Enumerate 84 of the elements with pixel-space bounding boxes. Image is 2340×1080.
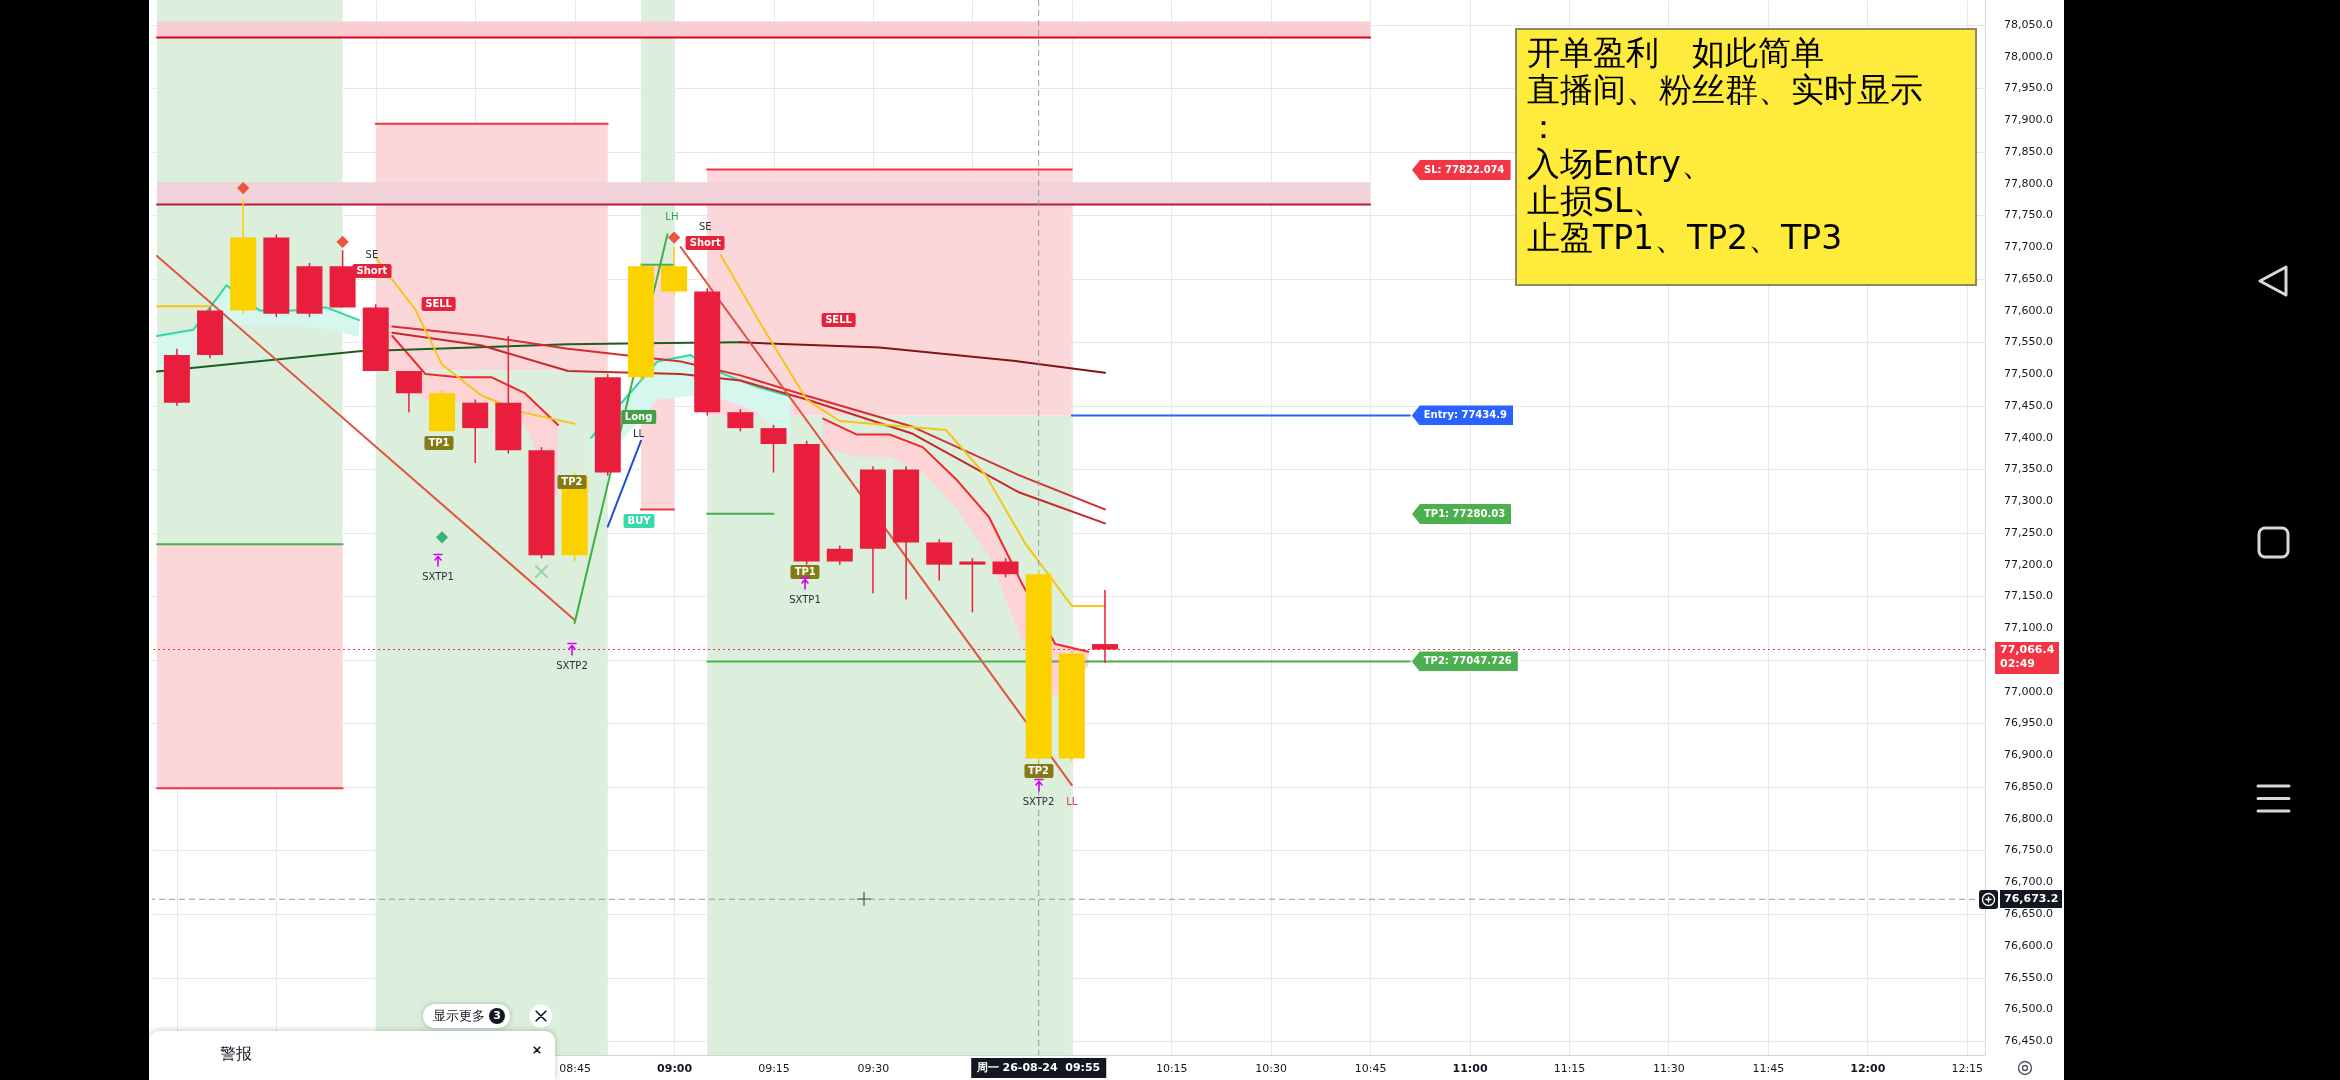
annotation: SE [365, 248, 379, 260]
x-tick-label: 11:15 [1553, 1061, 1586, 1075]
y-tick-label: 76,750.0 [2004, 843, 2053, 857]
x-tick-label: 10:15 [1155, 1061, 1188, 1075]
y-tick-label: 77,950.0 [2004, 81, 2053, 95]
x-tick-label: 09:00 [657, 1061, 693, 1075]
y-tick-label: 77,300.0 [2004, 494, 2053, 508]
y-tick-label: 77,800.0 [2004, 176, 2053, 190]
x-tick-label: 10:45 [1354, 1061, 1387, 1075]
y-tick-label: 77,450.0 [2004, 398, 2053, 412]
y-tick-label: 77,500.0 [2004, 367, 2053, 381]
annotation: TP2 [557, 475, 587, 490]
y-tick-label: 76,650.0 [2004, 906, 2053, 920]
x-tick-label: 11:30 [1653, 1061, 1685, 1075]
y-tick-label: 78,000.0 [2004, 49, 2053, 63]
annotation: 警报 [220, 1044, 252, 1065]
annotation: TP2: 77047.726 [1411, 651, 1518, 672]
y-tick-label: 77,600.0 [2004, 303, 2053, 317]
y-tick-label: 76,950.0 [2004, 716, 2053, 730]
ref-line-label: 76,673.2 [2000, 890, 2063, 909]
y-tick-label: 76,550.0 [2004, 970, 2053, 984]
annotation: SXTP1 [789, 594, 821, 605]
x-tick-label: 11:00 [1452, 1061, 1488, 1075]
annotation: 显示更多 [433, 1007, 485, 1025]
x-tick-label: 11:45 [1752, 1061, 1785, 1075]
annotation: ： [1527, 107, 1560, 146]
annotation: SELL [821, 313, 856, 328]
y-tick-label: 76,800.0 [2004, 811, 2053, 825]
candlestick [1091, 589, 1118, 664]
ref-line-label: 周一 26-08-24 09:55 [970, 1058, 1107, 1078]
y-tick-label: 76,700.0 [2004, 875, 2053, 889]
annotation: SXTP2 [556, 660, 588, 671]
annotation: Short [352, 263, 392, 278]
annotation: BUY [623, 514, 655, 528]
annotation: TP1 [424, 436, 454, 450]
annotation: SE [698, 221, 712, 233]
x-tick-label: 08:45 [559, 1061, 591, 1075]
y-tick-label: 77,350.0 [2004, 462, 2053, 476]
y-tick-label: 76,850.0 [2004, 779, 2053, 793]
x-tick-label: 12:00 [1850, 1061, 1886, 1075]
ref-line-label: 77,066.4 02:49 [1995, 641, 2060, 674]
y-tick-label: 76,450.0 [2004, 1034, 2053, 1048]
y-tick-label: 76,900.0 [2004, 748, 2053, 762]
x-tick-label: 09:15 [758, 1061, 790, 1075]
annotation: TP2 [1023, 764, 1054, 779]
annotation: 止盈TP1、TP2、TP3 [1527, 218, 1843, 257]
candlestick [959, 557, 986, 614]
annotation: LL [633, 427, 645, 439]
y-tick-label: 77,700.0 [2004, 240, 2053, 254]
y-tick-label: 77,550.0 [2004, 335, 2053, 349]
annotation: TP1 [790, 564, 820, 579]
y-tick-label: 77,900.0 [2004, 113, 2053, 127]
x-tick-label: 10:30 [1255, 1061, 1288, 1075]
annotation: Long [620, 409, 657, 424]
line-series [391, 335, 560, 426]
x-tick-label: 12:15 [1951, 1061, 1984, 1075]
y-tick-label: 76,500.0 [2004, 1002, 2053, 1016]
annotation: 止损SL、 [1527, 181, 1666, 220]
y-tick-label: 77,200.0 [2004, 557, 2053, 571]
y-tick-label: 77,250.0 [2004, 525, 2053, 539]
y-tick-label: 77,000.0 [2004, 684, 2053, 698]
annotation: 入场Entry、 [1527, 144, 1714, 183]
annotation: SELL [421, 297, 456, 312]
annotation: LH [665, 210, 679, 222]
annotation: 开单盈利 如此简单 [1527, 33, 1824, 72]
x-tick-label: 09:30 [857, 1061, 890, 1075]
annotation: 直播间、粉丝群、实时显示 [1527, 70, 1923, 109]
y-tick-label: 77,100.0 [2004, 621, 2053, 635]
annotation: SXTP1 [422, 571, 454, 582]
y-tick-label: 77,850.0 [2004, 144, 2053, 158]
y-tick-label: 77,650.0 [2004, 271, 2053, 285]
annotation: Entry: 77434.9 [1411, 405, 1513, 426]
annotation: SL: 77822.074 [1412, 160, 1511, 180]
annotation: Short [685, 235, 725, 250]
y-tick-label: 76,600.0 [2004, 938, 2053, 952]
y-tick-label: 77,150.0 [2004, 589, 2053, 603]
y-tick-label: 78,050.0 [2004, 17, 2053, 31]
annotation: TP1: 77280.03 [1412, 504, 1512, 524]
annotation: SXTP2 [1022, 796, 1055, 808]
y-tick-label: 77,400.0 [2004, 430, 2053, 444]
annotation: LL [1066, 796, 1078, 808]
annotation: 3 [489, 1008, 505, 1024]
show-more-button: 显示更多 3 [423, 1004, 510, 1028]
y-tick-label: 77,750.0 [2004, 208, 2053, 222]
